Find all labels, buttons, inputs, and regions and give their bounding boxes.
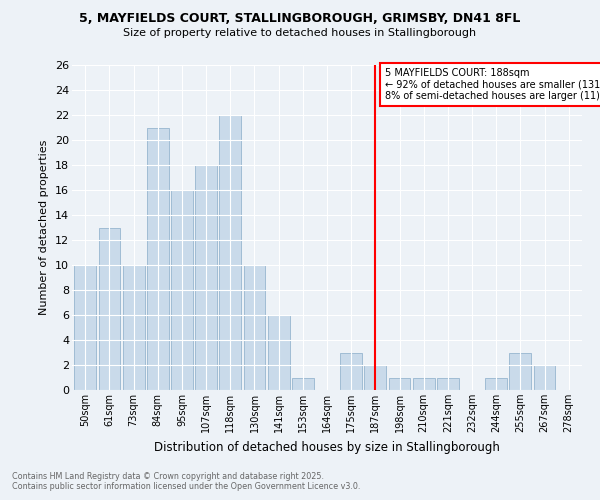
Bar — [171, 190, 193, 390]
Bar — [220, 115, 241, 390]
Bar — [364, 365, 386, 390]
Text: Contains HM Land Registry data © Crown copyright and database right 2025.: Contains HM Land Registry data © Crown c… — [12, 472, 324, 481]
Bar — [195, 165, 217, 390]
Text: Size of property relative to detached houses in Stallingborough: Size of property relative to detached ho… — [124, 28, 476, 38]
Bar — [485, 378, 507, 390]
Bar — [533, 365, 556, 390]
Bar — [509, 352, 531, 390]
Text: 5 MAYFIELDS COURT: 188sqm
← 92% of detached houses are smaller (131)
8% of semi-: 5 MAYFIELDS COURT: 188sqm ← 92% of detac… — [385, 68, 600, 100]
Bar — [268, 315, 290, 390]
Bar — [437, 378, 459, 390]
Bar — [413, 378, 434, 390]
Bar — [389, 378, 410, 390]
Bar — [147, 128, 169, 390]
Bar — [123, 265, 145, 390]
Bar — [340, 352, 362, 390]
Bar — [292, 378, 314, 390]
X-axis label: Distribution of detached houses by size in Stallingborough: Distribution of detached houses by size … — [154, 440, 500, 454]
Bar — [244, 265, 265, 390]
Text: Contains public sector information licensed under the Open Government Licence v3: Contains public sector information licen… — [12, 482, 361, 491]
Bar — [98, 228, 121, 390]
Text: 5, MAYFIELDS COURT, STALLINGBOROUGH, GRIMSBY, DN41 8FL: 5, MAYFIELDS COURT, STALLINGBOROUGH, GRI… — [79, 12, 521, 26]
Y-axis label: Number of detached properties: Number of detached properties — [40, 140, 49, 315]
Bar — [74, 265, 96, 390]
